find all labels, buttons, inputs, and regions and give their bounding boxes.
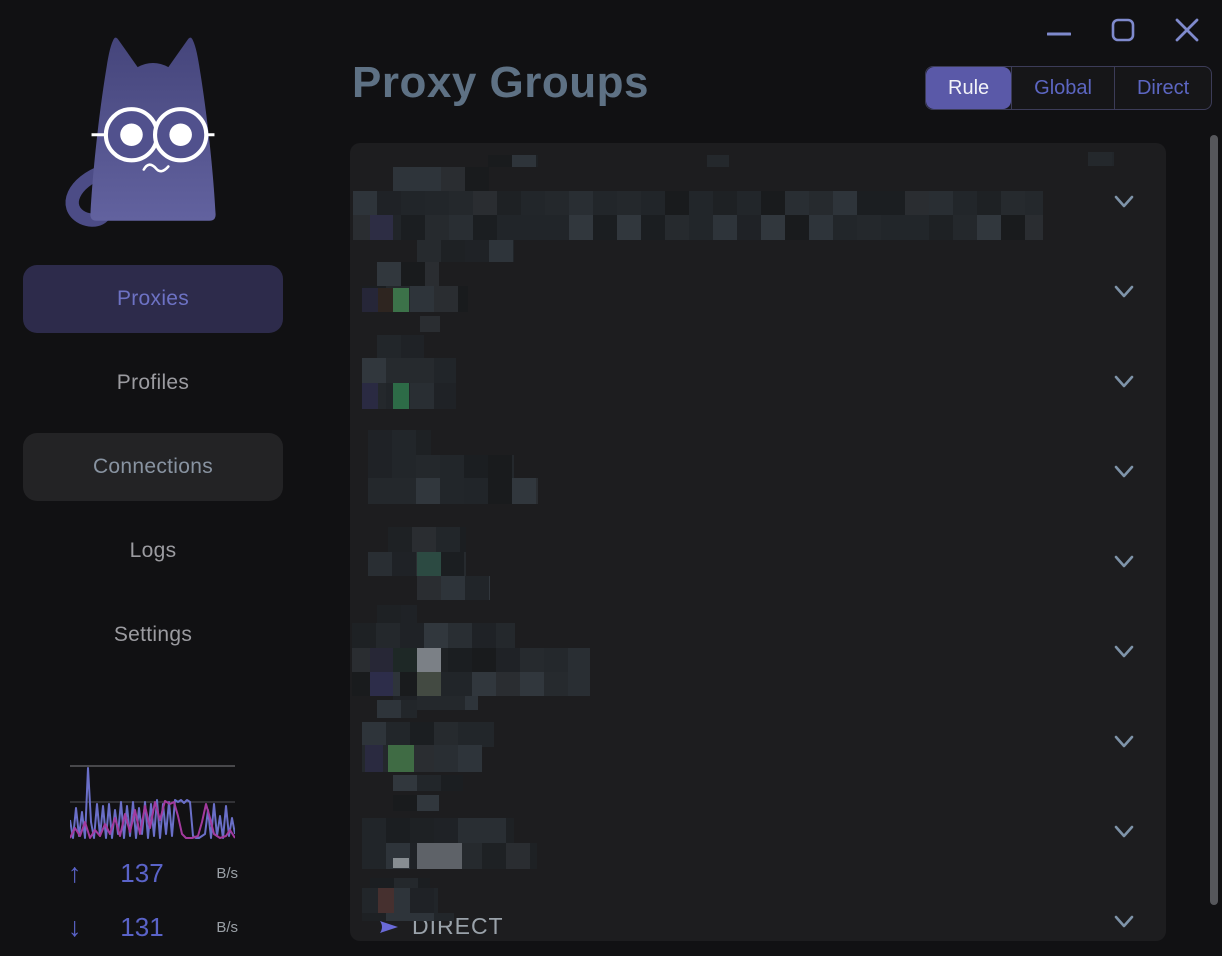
redacted-accent-block (393, 383, 409, 409)
redacted-accent-block (365, 745, 383, 772)
page-title: Proxy Groups (352, 58, 649, 107)
group-7-chevron-down-icon[interactable] (1112, 729, 1136, 753)
redacted-accent-block (393, 648, 417, 672)
redacted-block (488, 155, 538, 167)
group-5-chevron-down-icon[interactable] (1112, 549, 1136, 573)
sidebar-item-connections[interactable]: Connections (23, 433, 283, 501)
redacted-block (368, 478, 538, 504)
sidebar-item-proxies[interactable]: Proxies (23, 265, 283, 333)
redacted-block (388, 527, 466, 552)
redacted-block (362, 913, 454, 921)
redacted-accent-block (393, 858, 409, 868)
download-speed-value: 131 (120, 911, 164, 942)
redacted-block (352, 623, 515, 648)
redacted-accent-block (378, 888, 394, 913)
minimize-icon[interactable] (1046, 17, 1072, 43)
download-traffic-line (70, 800, 235, 839)
redacted-block (417, 240, 514, 262)
redacted-block (368, 430, 431, 455)
group-selected-proxy-direct[interactable]: DIRECT (378, 913, 504, 940)
download-speed-row: ↓ 131 B/s (68, 910, 238, 944)
upload-arrow-icon: ↑ (68, 857, 82, 888)
cat-glasses (91, 107, 215, 163)
redacted-block (362, 358, 456, 383)
redacted-block (417, 576, 490, 600)
upload-speed-value: 137 (120, 857, 164, 888)
upload-speed-row: ↑ 137 B/s (68, 856, 238, 890)
redacted-accent-block (417, 672, 441, 696)
sidebar-item-logs[interactable]: Logs (129, 539, 177, 562)
redacted-block (377, 605, 417, 623)
redacted-block (370, 878, 430, 890)
redacted-block (353, 215, 1043, 240)
redacted-block (707, 155, 729, 167)
traffic-chart (70, 765, 235, 839)
sidebar: Proxies Profiles Connections Logs Settings ↑… (0, 0, 306, 956)
mode-global-button[interactable]: Global (1011, 67, 1114, 109)
mode-direct-button[interactable]: Direct (1113, 67, 1211, 109)
redacted-accent-block (370, 215, 393, 240)
redacted-block (393, 167, 489, 191)
close-icon[interactable] (1174, 17, 1200, 43)
download-speed-unit: B/s (216, 918, 238, 936)
sidebar-item-settings[interactable]: Settings (113, 623, 193, 646)
group-6-chevron-down-icon[interactable] (1112, 639, 1136, 663)
redacted-block (362, 818, 514, 843)
redacted-accent-block (417, 552, 441, 576)
redacted-block (368, 455, 514, 480)
group-3-chevron-down-icon[interactable] (1112, 369, 1136, 393)
redacted-block (377, 262, 439, 286)
mode-switcher: Rule Global Direct (925, 66, 1213, 110)
upload-traffic-line (70, 767, 235, 839)
sidebar-item-profiles[interactable]: Profiles (116, 371, 190, 394)
redacted-accent-block (362, 383, 378, 409)
group-2-chevron-down-icon[interactable] (1112, 279, 1136, 303)
redacted-accent-block (417, 843, 462, 869)
redacted-block (393, 775, 463, 791)
arrowhead-right-icon (380, 920, 398, 933)
redacted-accent-block (362, 288, 378, 312)
proxy-groups-panel: DIRECT (350, 143, 1166, 941)
group-9-chevron-down-icon[interactable] (1112, 909, 1136, 933)
redacted-block (362, 722, 494, 747)
upload-speed-unit: B/s (216, 864, 238, 882)
group-1-chevron-down-icon[interactable] (1112, 189, 1136, 213)
redacted-block (377, 335, 424, 358)
redacted-accent-block (417, 648, 441, 672)
group-4-chevron-down-icon[interactable] (1112, 459, 1136, 483)
redacted-block (353, 191, 1043, 215)
redacted-accent-block (388, 745, 414, 772)
maximize-icon[interactable] (1110, 17, 1136, 43)
group-8-chevron-down-icon[interactable] (1112, 819, 1136, 843)
redacted-block (420, 316, 440, 332)
cat-logo (65, 37, 216, 227)
sidebar-nav: Proxies Profiles Connections Logs Settings (23, 265, 283, 669)
redacted-block (1088, 152, 1114, 166)
redacted-block (377, 700, 417, 718)
redacted-block (362, 888, 438, 913)
redacted-accent-block (370, 648, 393, 672)
mode-rule-button[interactable]: Rule (926, 67, 1012, 109)
window-controls (1046, 14, 1200, 46)
redacted-accent-block (370, 672, 393, 696)
redacted-block (393, 795, 439, 811)
cat-mouth (142, 163, 170, 173)
scrollbar-thumb[interactable] (1210, 135, 1218, 905)
redacted-accent-block (378, 288, 393, 312)
redacted-accent-block (393, 288, 409, 312)
download-arrow-icon: ↓ (68, 911, 82, 942)
